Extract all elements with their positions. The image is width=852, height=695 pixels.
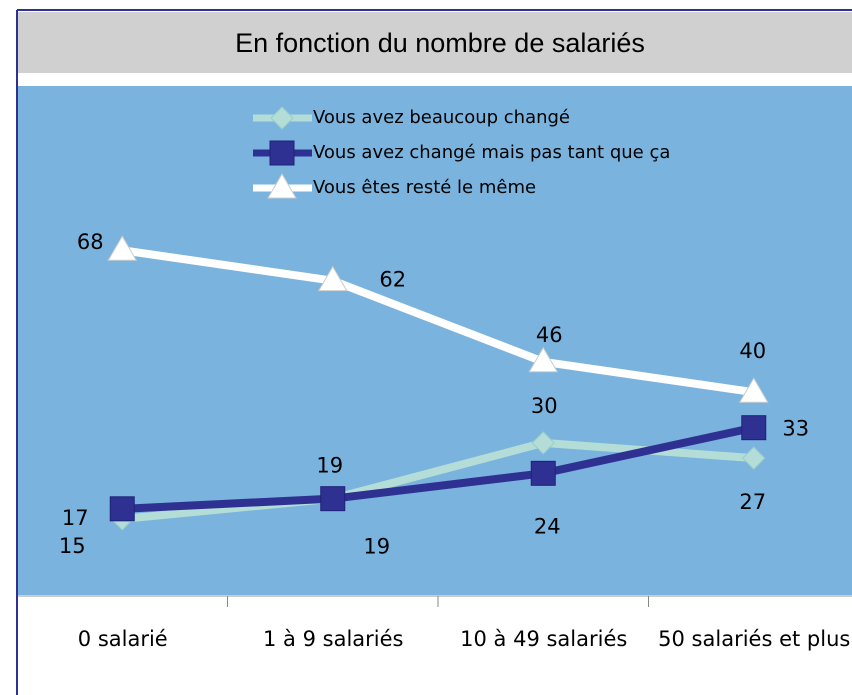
- marker: [741, 415, 767, 441]
- chart-title: En fonction du nombre de salariés: [235, 28, 645, 58]
- legend-marker: [270, 106, 294, 130]
- marker: [742, 446, 766, 470]
- x-tick-label: 10 à 49 salariés: [460, 627, 628, 651]
- series-line: [122, 423, 755, 513]
- x-tick-label: 50 salariés et plus: [658, 627, 851, 651]
- legend-label: Vous avez changé mais pas tant que ça: [313, 142, 670, 163]
- data-label: 15: [59, 534, 86, 558]
- marker: [107, 235, 138, 261]
- title-band: [17, 12, 852, 73]
- x-tick-label: 1 à 9 salariés: [263, 627, 404, 651]
- data-label: 17: [62, 506, 89, 530]
- data-label: 33: [782, 417, 809, 441]
- data-label: 68: [77, 230, 104, 254]
- data-label: 19: [363, 535, 390, 559]
- data-label: 27: [739, 490, 766, 514]
- legend-marker: [267, 173, 297, 199]
- x-tick-label: 0 salarié: [77, 627, 168, 651]
- marker: [109, 496, 135, 522]
- data-label: 62: [379, 268, 406, 292]
- marker: [320, 486, 346, 512]
- series-line: [121, 246, 755, 397]
- data-label: 40: [739, 339, 766, 363]
- legend-label: Vous êtes resté le même: [313, 177, 536, 198]
- marker: [528, 346, 559, 373]
- marker: [530, 460, 556, 486]
- legend-label: Vous avez beaucoup changé: [313, 107, 570, 128]
- marker: [531, 431, 555, 455]
- data-label: 24: [534, 514, 561, 538]
- data-label: 46: [536, 323, 563, 347]
- data-label: 30: [531, 394, 558, 418]
- marker: [317, 265, 348, 292]
- data-label: 19: [316, 454, 343, 478]
- legend-marker: [269, 140, 295, 166]
- marker: [738, 377, 769, 403]
